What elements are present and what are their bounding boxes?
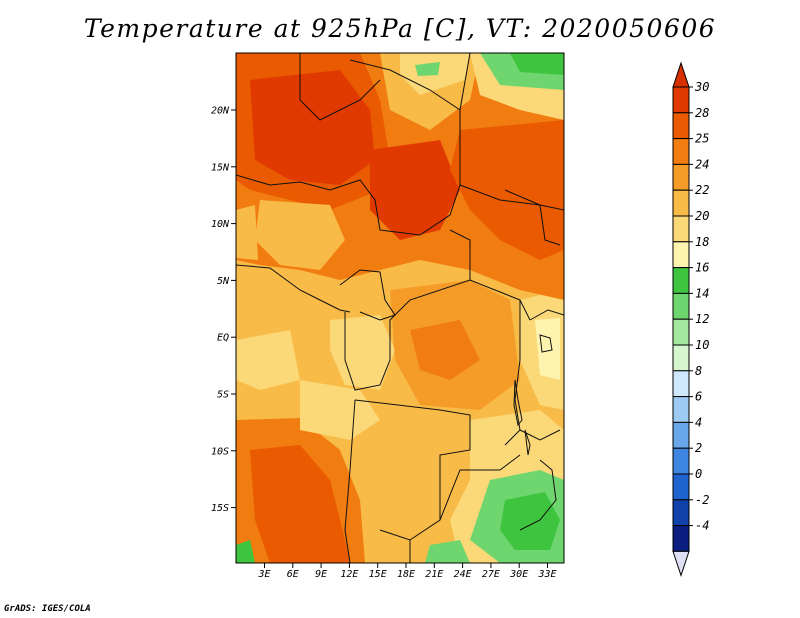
lon-label: 24E — [454, 569, 472, 580]
longitude-axis: 3E 6E 9E 12E 15E 18E 21E 24E 27E 30E 33E — [257, 563, 557, 580]
lon-label: 12E — [340, 569, 358, 580]
colorbar-label: 12 — [695, 312, 709, 326]
colorbar-label: 24 — [695, 157, 709, 171]
colorbar-swatch — [672, 525, 690, 552]
lon-label: 15E — [369, 569, 387, 580]
lon-label: 9E — [315, 569, 327, 580]
lon-label: 33E — [537, 569, 556, 580]
lat-label: 10S — [211, 446, 229, 457]
colorbar-label: 22 — [695, 183, 709, 197]
lat-label: 5N — [217, 276, 230, 287]
lon-label: 3E — [257, 569, 270, 580]
colorbar-swatch — [672, 396, 690, 423]
colorbar-swatch — [672, 473, 690, 501]
colorbar-swatch — [672, 267, 690, 294]
temperature-field — [236, 53, 564, 563]
lon-label: 27E — [482, 569, 500, 580]
colorbar-label: 2 — [695, 441, 702, 455]
colorbar-label: 28 — [695, 106, 709, 120]
colorbar-label: 8 — [695, 364, 702, 378]
colorbar-top-arrow — [672, 61, 690, 88]
colorbar-swatch — [672, 421, 690, 449]
colorbar-swatch — [672, 163, 690, 191]
colorbar-label: 25 — [695, 132, 709, 146]
colorbar-label: -2 — [695, 493, 709, 507]
grads-credit: GrADS: IGES/COLA — [4, 604, 91, 614]
colorbar-label: 0 — [695, 467, 702, 481]
colorbar-swatch — [672, 215, 690, 243]
colorbar-swatch — [672, 241, 690, 269]
colorbar-label: 20 — [695, 209, 709, 223]
colorbar-label: 6 — [695, 390, 702, 404]
colorbar-label: 10 — [695, 338, 709, 352]
colorbar-swatch — [672, 189, 690, 217]
colorbar-swatch — [672, 112, 690, 140]
colorbar-swatch — [672, 318, 690, 346]
colorbar-swatch — [672, 138, 690, 165]
colorbar-swatch — [672, 447, 690, 475]
colorbar-label: 4 — [695, 415, 702, 429]
lon-label: 30E — [509, 569, 528, 580]
colorbar-label: -4 — [695, 519, 709, 533]
lat-label: 5S — [217, 390, 229, 401]
lat-label: 15N — [211, 162, 230, 173]
lat-label: 10N — [211, 219, 230, 230]
colorbar-label: 14 — [695, 286, 709, 300]
colorbar-swatch — [672, 344, 690, 372]
map-title: Temperature at 925hPa [C], VT: 202005060… — [83, 14, 717, 43]
lat-label: EQ — [217, 333, 229, 344]
country-borders — [236, 53, 564, 563]
colorbar-bottom-arrow — [672, 550, 690, 577]
lon-label: 18E — [397, 569, 415, 580]
latitude-axis: 20N 15N 10N 5N EQ 5S 10S 15S — [211, 106, 236, 514]
colorbar-label: 16 — [695, 261, 709, 275]
lakes — [513, 334, 553, 456]
colorbar-swatch — [672, 292, 690, 320]
colorbar-swatch — [672, 86, 690, 114]
lon-label: 6E — [287, 569, 299, 580]
colorbar-label: 30 — [694, 80, 709, 94]
lat-label: 15S — [211, 503, 229, 514]
colorbar-label: 18 — [695, 235, 709, 249]
colorbar-swatch — [672, 370, 690, 398]
map-frame — [235, 52, 565, 564]
lon-label: 21E — [425, 569, 443, 580]
lat-label: 20N — [211, 106, 230, 117]
colorbar-swatch — [672, 499, 690, 527]
